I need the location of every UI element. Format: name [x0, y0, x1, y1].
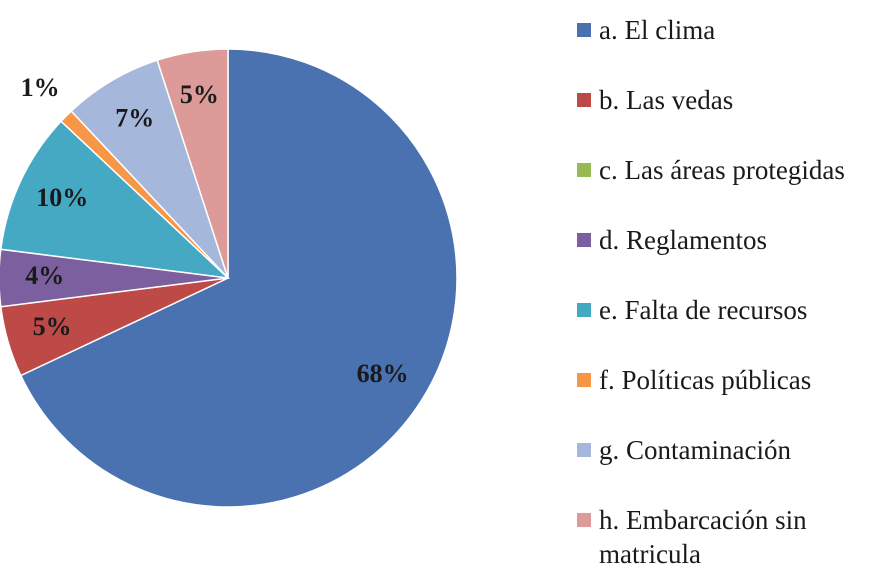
- legend-item: c. Las áreas protegidas: [577, 153, 887, 187]
- legend-item: a. El clima: [577, 13, 887, 47]
- legend-label: a. El clima: [599, 15, 716, 45]
- legend-swatch: [577, 163, 591, 177]
- legend-item: h. Embarcación sin matricula: [577, 503, 887, 565]
- data-label: 7%: [115, 103, 154, 132]
- legend-item: e. Falta de recursos: [577, 293, 887, 327]
- legend-swatch: [577, 443, 591, 457]
- legend-swatch: [577, 303, 591, 317]
- legend-label: c. Las áreas protegidas: [599, 155, 845, 185]
- legend-swatch: [577, 513, 591, 527]
- data-label: 5%: [33, 312, 72, 341]
- legend-swatch: [577, 93, 591, 107]
- pie-slice: [156, 48, 229, 279]
- data-label: 4%: [25, 261, 64, 290]
- legend-label: f. Políticas públicas: [599, 365, 812, 395]
- data-label: 1%: [21, 73, 60, 102]
- pie-slice: [0, 120, 231, 280]
- legend-label: h. Embarcación sin matricula: [599, 505, 807, 565]
- pie-slice: [19, 48, 458, 508]
- data-label: 10%: [36, 183, 88, 212]
- pie-area: 68% 5% 4% 10% 1% 7% 5%: [0, 48, 458, 508]
- data-label: 5%: [180, 80, 219, 109]
- legend-label: d. Reglamentos: [599, 225, 767, 255]
- legend-swatch: [577, 23, 591, 37]
- legend-swatch: [577, 373, 591, 387]
- legend-item: g. Contaminación: [577, 433, 887, 467]
- legend-label: b. Las vedas: [599, 85, 734, 115]
- legend-item: b. Las vedas: [577, 83, 887, 117]
- legend-label: g. Contaminación: [599, 435, 791, 465]
- legend-label: e. Falta de recursos: [599, 295, 808, 325]
- legend-item: f. Políticas públicas: [577, 363, 887, 397]
- legend-swatch: [577, 233, 591, 247]
- legend-item: d. Reglamentos: [577, 223, 887, 257]
- data-label: 68%: [357, 359, 409, 388]
